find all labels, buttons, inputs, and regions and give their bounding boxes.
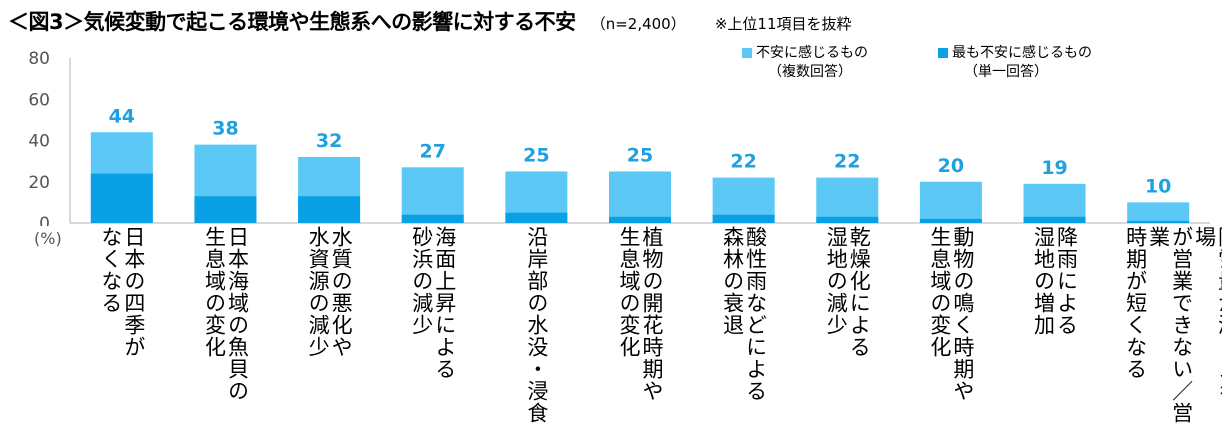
bar-multiple-answer (1127, 202, 1190, 223)
bar-single-answer (505, 212, 568, 223)
x-category-label-line: 水質の悪化や (329, 226, 354, 358)
bar-single-answer (1023, 216, 1086, 223)
x-category-label: 海面上昇による 砂浜の減少 (409, 226, 457, 380)
bar-single-answer (401, 214, 464, 223)
bar-single-answer (194, 196, 257, 223)
data-label: 38 (212, 118, 238, 140)
x-category-label-line: 日本海域の魚貝の (225, 226, 250, 402)
data-label: 22 (834, 151, 860, 173)
x-category-label-line: なくなる (98, 226, 123, 314)
x-category-label-line: 時期が短くなる (1123, 226, 1148, 380)
x-category-label-line: 湿地の増加 (1031, 226, 1056, 336)
x-category-label-line: 日本の四季が (121, 226, 146, 358)
x-category-label: 日本の四季が なくなる (98, 226, 146, 358)
x-category-label-line: 海面上昇による (432, 226, 457, 380)
x-category-label-line: 降雪量が減りスキー場 (1192, 226, 1222, 424)
y-tick-label: 80 (28, 49, 50, 69)
bar-single-answer (919, 218, 982, 223)
x-category-label-line: 乾燥化による (847, 226, 872, 358)
x-category-label-line: 水資源の減少 (306, 226, 331, 358)
x-category-label: 乾燥化による 湿地の減少 (824, 226, 872, 358)
y-axis-unit: (%) (34, 229, 62, 248)
legend-item-single: 最も不安に感じるもの （単一回答） (938, 44, 1092, 82)
x-category-label-line: 沿岸部の水没・浸食 (524, 226, 549, 424)
x-category-label-line: 生息域の変化 (927, 226, 952, 358)
x-category-label-line: 酸性雨などによる (743, 226, 768, 402)
x-category-label-line: 生息域の変化 (202, 226, 227, 358)
legend-swatch-multiple (742, 48, 752, 58)
title-row: ＜図3＞気候変動で起こる環境や生態系への影響に対する不安 （n=2,400） ※… (8, 6, 851, 36)
bar-single-answer (90, 173, 153, 223)
x-category-label-line: 砂浜の減少 (409, 226, 434, 336)
bar-single-answer (712, 214, 775, 223)
legend-swatch-single (938, 48, 948, 58)
bar-single-answer (609, 216, 671, 223)
x-category-label-line: 動物の鳴く時期や (950, 226, 975, 402)
data-label: 10 (1145, 175, 1171, 197)
bar-multiple-answer (1023, 183, 1086, 223)
bar-single-answer (298, 196, 361, 223)
data-label: 19 (1041, 157, 1067, 179)
y-tick-label: 20 (28, 173, 50, 193)
data-label: 25 (627, 144, 653, 166)
legend-label-multiple-line2: （複数回答） (768, 64, 852, 80)
bar-multiple-answer (609, 171, 671, 223)
data-label: 44 (109, 105, 135, 127)
bar-multiple-answer (919, 181, 982, 223)
x-category-label-line: 生息域の変化 (617, 226, 641, 358)
data-label: 27 (420, 140, 446, 162)
x-category-label: 降雨による 湿地の増加 (1031, 226, 1079, 336)
y-tick-label: 40 (28, 132, 50, 152)
x-category-label-line: 植物の開花時期や (640, 226, 664, 402)
x-category-label-line: 降雨による (1054, 226, 1079, 336)
legend-label-single-line1: 最も不安に感じるもの (952, 45, 1092, 61)
legend-label-multiple-line1: 不安に感じるもの (756, 45, 868, 61)
chart-note: ※上位11項目を抜粋 (714, 15, 852, 33)
x-category-label-line: が営業できない／営業 (1146, 226, 1194, 424)
data-label: 20 (938, 155, 964, 177)
data-label: 22 (730, 151, 756, 173)
x-category-label: 動物の鳴く時期や 生息域の変化 (927, 226, 975, 402)
data-label: 32 (316, 130, 342, 152)
bar-multiple-answer (401, 167, 464, 223)
y-tick-label: 0 (39, 214, 50, 226)
bar-single-answer (1127, 220, 1190, 223)
bar-multiple-answer (816, 177, 879, 223)
data-label: 25 (523, 144, 549, 166)
x-category-label: 植物の開花時期や 生息域の変化 (617, 226, 664, 402)
legend-item-multiple: 不安に感じるもの （複数回答） (742, 44, 868, 82)
x-category-label-line: 湿地の減少 (824, 226, 849, 336)
bar-chart: 0 20 40 60 80 44 38 32 27 25 25 22 22 20 19 10 (28, 49, 1210, 226)
y-tick-label: 60 (28, 90, 50, 110)
x-category-label: 日本海域の魚貝の 生息域の変化 (202, 226, 250, 402)
sample-size: （n=2,400） (590, 15, 686, 33)
x-category-label: 酸性雨などによる 森林の衰退 (720, 226, 768, 402)
legend-label-single-line2: （単一回答） (964, 64, 1048, 80)
x-category-label-line: 森林の衰退 (720, 226, 745, 336)
bar-single-answer (816, 216, 879, 223)
x-category-label: 沿岸部の水没・浸食 (524, 226, 549, 424)
x-category-label: 水質の悪化や 水資源の減少 (306, 226, 354, 358)
chart-title: ＜図3＞気候変動で起こる環境や生態系への影響に対する不安 (8, 10, 576, 34)
